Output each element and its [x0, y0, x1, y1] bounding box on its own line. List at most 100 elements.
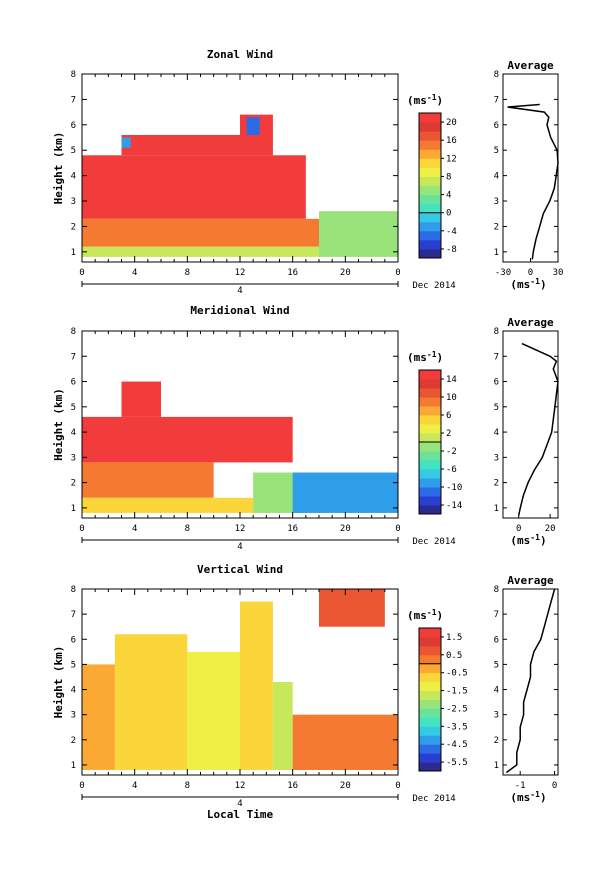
y-tick-label: 5 [71, 403, 76, 413]
avg-y-tick-label: 5 [494, 403, 499, 413]
units-exponent: -1 [530, 533, 540, 542]
colorbar-swatch [419, 469, 441, 479]
colorbar-tick-label: 1.5 [446, 633, 462, 643]
x-tick-label: 16 [287, 268, 298, 278]
heatmap-region [82, 497, 254, 513]
y-tick-label: 7 [71, 610, 76, 620]
x-tick-label: 0 [79, 781, 84, 791]
colorbar-swatch [419, 239, 441, 250]
avg-y-tick-label: 3 [494, 197, 499, 207]
colorbar-swatch [419, 194, 441, 205]
x-tick-label: 16 [287, 781, 298, 791]
colorbar-swatch [419, 654, 441, 665]
y-tick-label: 4 [71, 428, 76, 438]
colorbar-swatch [419, 645, 441, 656]
x-axis-label: Local Time [207, 808, 274, 821]
heatmap-region [82, 664, 115, 770]
units-exponent: -1 [530, 277, 540, 286]
y-tick-label: 4 [71, 686, 76, 696]
colorbar-swatch [419, 221, 441, 232]
heatmap-region [121, 137, 131, 148]
x-tick-label: 0 [395, 268, 400, 278]
colorbar-swatch [419, 505, 441, 515]
x-tick-label: 8 [185, 781, 190, 791]
avg-x-tick-label: -1 [515, 781, 526, 791]
y-tick-label: 3 [71, 453, 76, 463]
heatmap-region [82, 246, 319, 257]
colorbar-swatch [419, 478, 441, 488]
y-axis-label: Height (km) [52, 388, 65, 461]
avg-y-tick-label: 3 [494, 453, 499, 463]
colorbar-swatch [419, 122, 441, 132]
average-title: Average [507, 316, 554, 329]
colorbar-swatch [419, 690, 441, 700]
average-units: (ms-1) [510, 277, 546, 291]
colorbar-tick-label: -2.5 [446, 704, 468, 714]
colorbar-swatch [419, 663, 441, 674]
average-frame [502, 73, 559, 263]
day-marker: 4 [237, 286, 242, 296]
avg-y-tick-label: 7 [494, 610, 499, 620]
avg-y-tick-label: 5 [494, 146, 499, 156]
heatmap-region [292, 714, 398, 770]
x-tick-label: 0 [395, 524, 400, 534]
avg-x-tick-label: 20 [545, 524, 556, 534]
colorbar-tick-label: 2 [446, 429, 451, 439]
colorbar-swatch [419, 717, 441, 727]
avg-y-tick-label: 8 [494, 70, 499, 80]
colorbar-swatch [419, 699, 441, 709]
colorbar-tick-label: 14 [446, 375, 457, 385]
colorbar-swatch [419, 708, 441, 718]
date-label: Dec 2014 [412, 537, 455, 547]
units-exponent: -1 [427, 93, 437, 102]
y-tick-label: 3 [71, 197, 76, 207]
avg-y-tick-label: 6 [494, 121, 499, 131]
x-tick-label: 20 [340, 781, 351, 791]
y-tick-label: 1 [71, 248, 76, 258]
date-label: Dec 2014 [412, 281, 455, 291]
colorbar-swatch [419, 113, 441, 123]
colorbar-tick-label: 4 [446, 191, 451, 201]
x-tick-label: 12 [235, 524, 246, 534]
avg-y-tick-label: 1 [494, 761, 499, 771]
y-tick-label: 6 [71, 378, 76, 388]
colorbar-tick-label: -8 [446, 245, 457, 255]
y-axis-label: Height (km) [52, 646, 65, 719]
y-tick-label: 2 [71, 736, 76, 746]
y-tick-label: 6 [71, 121, 76, 131]
colorbar-swatch [419, 636, 441, 647]
colorbar-tick-label: 6 [446, 411, 451, 421]
colorbar-swatch [419, 185, 441, 196]
colorbar-swatch [419, 496, 441, 506]
y-tick-label: 7 [71, 352, 76, 362]
colorbar-swatch [419, 672, 441, 683]
avg-y-tick-label: 8 [494, 327, 499, 337]
avg-y-tick-label: 4 [494, 428, 499, 438]
avg-y-tick-label: 6 [494, 378, 499, 388]
x-tick-label: 0 [79, 268, 84, 278]
colorbar-tick-label: -5.5 [446, 758, 468, 768]
colorbar-tick-label: 16 [446, 136, 457, 146]
heatmap-region [82, 155, 306, 219]
average-title: Average [507, 59, 554, 72]
y-tick-label: 8 [71, 70, 76, 80]
colorbar-units: (ms-1) [407, 608, 443, 622]
average-profile-line [507, 103, 559, 260]
heatmap-region [272, 682, 293, 770]
y-tick-label: 2 [71, 479, 76, 489]
x-tick-label: 12 [235, 781, 246, 791]
colorbar-tick-label: 8 [446, 172, 451, 182]
units-exponent: -1 [530, 790, 540, 799]
avg-x-tick-label: 0 [516, 524, 521, 534]
y-tick-label: 5 [71, 146, 76, 156]
colorbar-swatch [419, 451, 441, 461]
average-title: Average [507, 574, 554, 587]
x-tick-label: 0 [79, 524, 84, 534]
colorbar-swatch [419, 230, 441, 241]
avg-y-tick-label: 3 [494, 711, 499, 721]
date-label: Dec 2014 [412, 794, 455, 804]
average-profile-line [505, 588, 556, 774]
colorbar-swatch [419, 379, 441, 389]
